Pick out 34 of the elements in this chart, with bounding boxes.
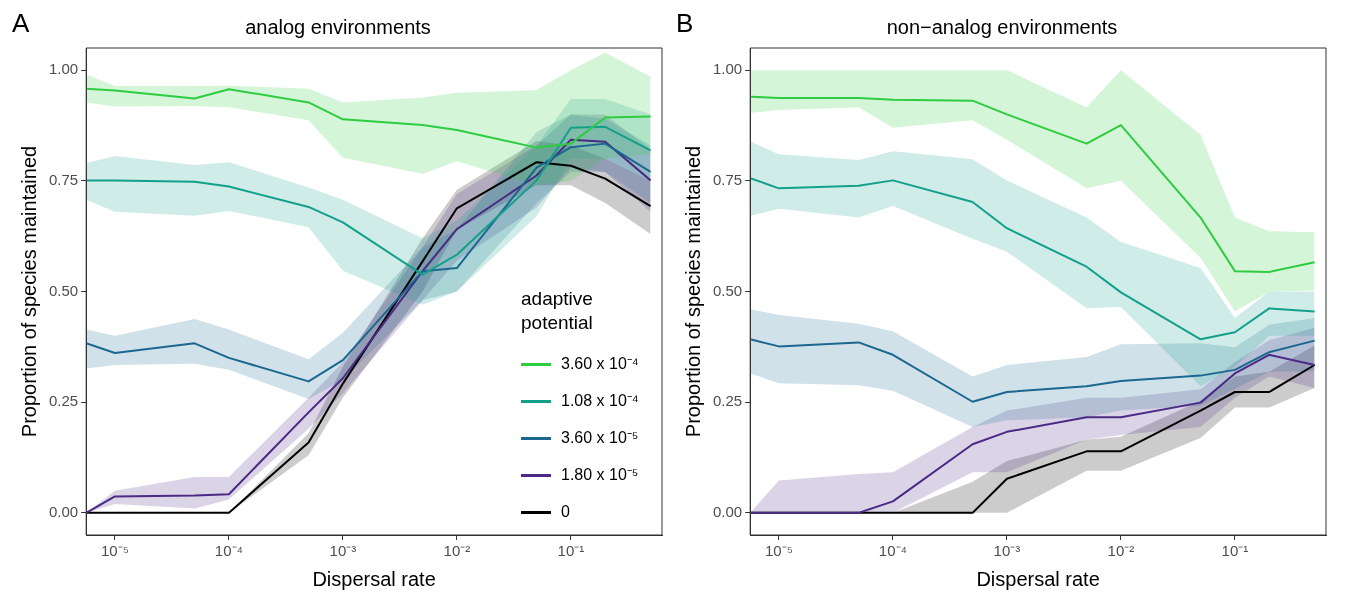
legend-label: 3.60 x 10⁻⁴ (561, 354, 639, 372)
x-tick-label: 10⁻³ (329, 542, 357, 560)
x-tick-label: 10⁻² (1107, 542, 1135, 560)
y-tick-label: 0.00 (712, 503, 743, 520)
y-tick-label: 1.00 (48, 60, 79, 78)
y-tick-label: 0.75 (48, 170, 79, 188)
x-axis-title: Dispersal rate (976, 567, 1100, 590)
y-tick-label: 0.25 (48, 392, 79, 410)
x-tick-label: 10⁻⁵ (764, 542, 793, 560)
legend-label: 0 (561, 502, 570, 520)
x-tick-label: 10⁻¹ (1221, 542, 1249, 560)
x-axis-title: Dispersal rate (312, 567, 436, 590)
legend-label: 1.08 x 10⁻⁴ (561, 391, 639, 409)
y-tick-label: 0.00 (48, 503, 79, 520)
x-tick-label: 10⁻¹ (557, 542, 585, 560)
x-tick-label: 10⁻⁵ (100, 542, 129, 560)
text: B (676, 8, 694, 39)
y-tick-label: 0.50 (48, 281, 79, 299)
y-tick-label: 0.25 (712, 392, 743, 410)
y-axis-title: Proportion of species maintained (17, 145, 40, 438)
y-tick-label: 0.75 (712, 170, 743, 188)
chart-title: analog environments (245, 15, 431, 38)
y-axis-title: Proportion of species maintained (681, 145, 704, 438)
x-tick-label: 10⁻³ (993, 542, 1021, 560)
legend-title: adaptive potential (521, 287, 593, 333)
x-tick-label: 10⁻⁴ (214, 542, 243, 560)
chart-title: non−analog environments (886, 15, 1118, 38)
x-tick-label: 10⁻² (443, 542, 471, 560)
x-tick-label: 10⁻⁴ (878, 542, 907, 560)
legend-label: 3.60 x 10⁻⁵ (561, 428, 639, 446)
y-tick-label: 0.50 (712, 281, 743, 299)
text: A (12, 8, 30, 39)
y-tick-label: 1.00 (712, 60, 743, 78)
legend-label: 1.80 x 10⁻⁵ (561, 465, 639, 483)
